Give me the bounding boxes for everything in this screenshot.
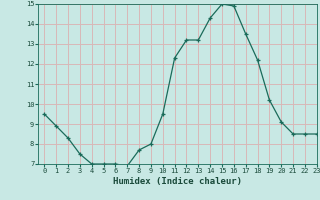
X-axis label: Humidex (Indice chaleur): Humidex (Indice chaleur) — [113, 177, 242, 186]
